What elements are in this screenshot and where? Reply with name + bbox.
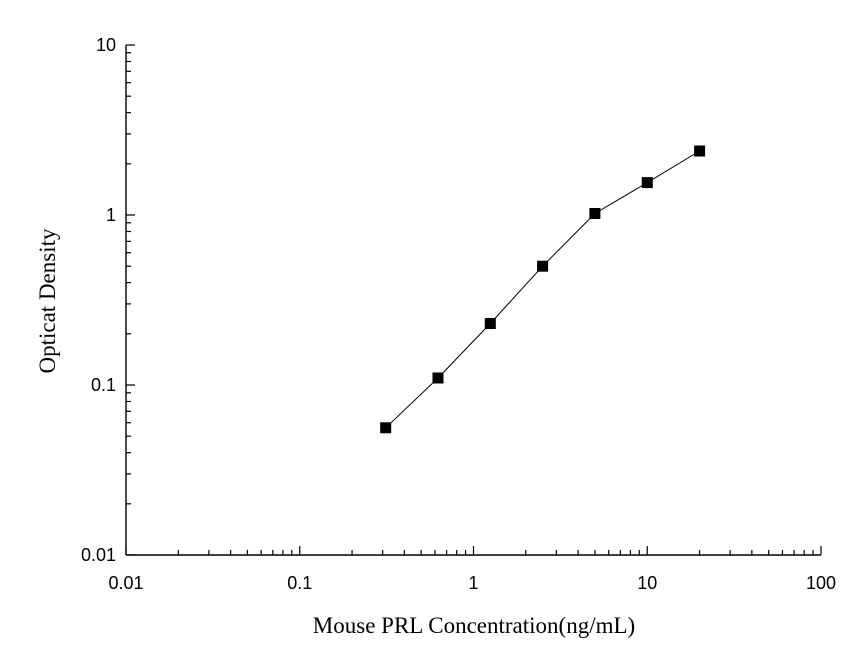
x-axis-title: Mouse PRL Concentration(ng/mL) (313, 613, 635, 638)
x-tick-label: 0.1 (287, 573, 312, 593)
data-point (641, 177, 653, 189)
y-axis-title: Opticat Density (35, 228, 60, 373)
data-point (537, 260, 549, 272)
x-tick-label: 100 (806, 573, 836, 593)
x-tick-label: 1 (468, 573, 478, 593)
x-tick-label: 10 (637, 573, 657, 593)
data-point (694, 145, 706, 157)
series (380, 145, 706, 434)
data-point (484, 318, 496, 329)
y-tick-label: 1 (106, 205, 116, 225)
x-axis-tick-labels: 0.01 0.1 1 10 100 (108, 573, 836, 593)
y-axis-tick-labels: 0.01 0.1 1 10 (81, 35, 116, 565)
y-axis-ticks (126, 44, 135, 556)
series-line (385, 150, 700, 429)
axes (125, 45, 821, 556)
data-point (432, 372, 444, 384)
y-tick-label: 0.01 (81, 545, 116, 565)
data-point (380, 422, 392, 434)
y-tick-label: 10 (96, 35, 116, 55)
y-tick-label: 0.1 (91, 375, 116, 395)
data-point (589, 208, 601, 219)
x-axis-ticks (125, 546, 822, 555)
x-tick-label: 0.01 (108, 573, 143, 593)
